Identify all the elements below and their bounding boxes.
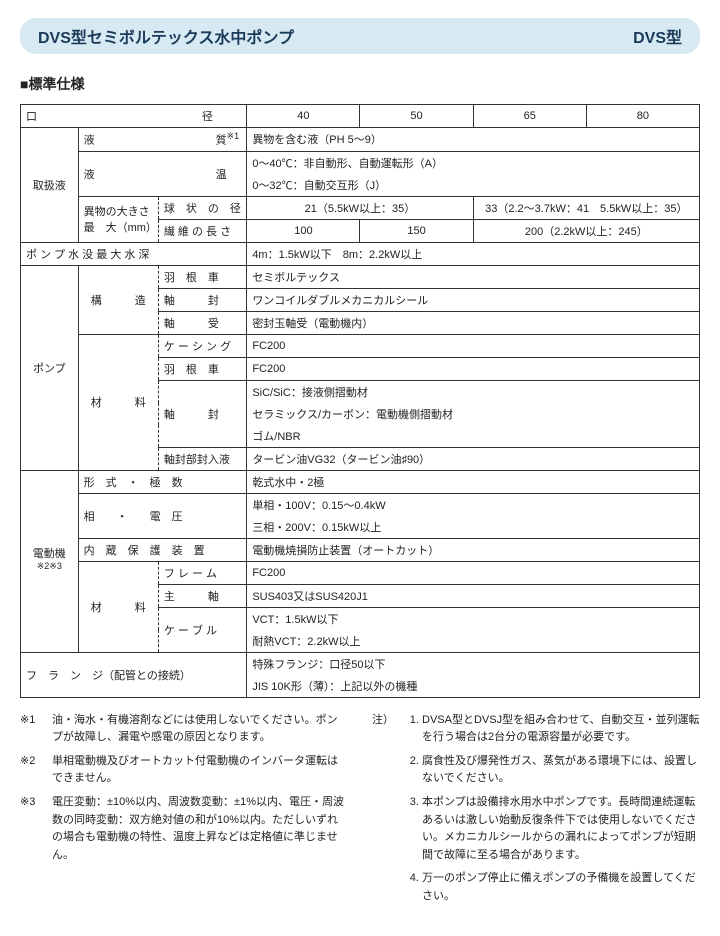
pump-casing-label: ケ ー シ ン グ (158, 334, 246, 357)
title-bar: DVS型セミボルテックス水中ポンプ DVS型 (20, 18, 700, 54)
liquid-temp-value-1: 0～40℃：非自動形、自動運転形（A） (247, 151, 700, 174)
fiber-label: 繊 維 の 長 さ (158, 219, 246, 242)
footnote-3: ※3 電圧変動：±10%以内、周波数変動：±1%以内、電圧・周波数の同時変動：双… (20, 794, 348, 864)
fiber-50: 150 (360, 219, 473, 242)
table-row: 相 ・ 電 圧 単相・100V：0.15～0.4kW (21, 493, 700, 516)
liquid-quality-label: 液 質※1 (78, 128, 247, 152)
motor-type-value: 乾式水中・2極 (247, 470, 700, 493)
spec-table: 口 径 40 50 65 80 取扱液 液 質※1 異物を含む液（PH 5～9）… (20, 104, 700, 698)
fiber-40: 100 (247, 219, 360, 242)
pump-mat-seal-value-3: ゴム/NBR (247, 425, 700, 448)
note-item-3: 本ポンプは設備排水用水中ポンプです。長時間連続運転あるいは激しい始動反復条件下で… (422, 794, 700, 864)
motor-phase-value-1: 単相・100V：0.15～0.4kW (247, 493, 700, 516)
motor-cable-value-1: VCT：1.5kW以下 (247, 607, 700, 630)
table-row: 電動機※2※3 形 式 ・ 極 数 乾式水中・2極 (21, 470, 700, 493)
table-row: 材 料 フ レ ー ム FC200 (21, 561, 700, 584)
motor-prot-value: 電動機焼損防止装置（オートカット） (247, 538, 700, 561)
depth-value: 4m：1.5kW以下 8m：2.2kW以上 (247, 242, 700, 265)
pump-mat-seal-label: 軸 封 (158, 380, 246, 447)
motor-mat-label: 材 料 (78, 561, 158, 652)
pump-mat-impeller-label: 羽 根 車 (158, 357, 246, 380)
liquid-group: 取扱液 (21, 128, 79, 243)
pump-impeller-value: セミボルテックス (247, 265, 700, 288)
pump-seal-value: ワンコイルダブルメカニカルシール (247, 288, 700, 311)
motor-prot-label: 内 蔵 保 護 装 置 (78, 538, 247, 561)
motor-shaft-label: 主 軸 (158, 584, 246, 607)
diameter-label: 口 径 (21, 105, 247, 128)
sphere-40-50: 21（5.5kW以上：35） (247, 196, 473, 219)
table-row: 材 料 ケ ー シ ン グ FC200 (21, 334, 700, 357)
pump-mat-seal-value-2: セラミックス/カーボン：電動機側摺動材 (247, 403, 700, 425)
dia-50: 50 (360, 105, 473, 128)
pump-casing-value: FC200 (247, 334, 700, 357)
footnotes-right: 注） DVSA型とDVSJ型を組み合わせて、自動交互・並列運転を行う場合は2台分… (372, 712, 700, 918)
depth-label: ポ ン プ 水 没 最 大 水 深 (21, 242, 247, 265)
table-header-row: 口 径 40 50 65 80 (21, 105, 700, 128)
motor-cable-value-2: 耐熱VCT：2.2kW以上 (247, 630, 700, 653)
motor-cable-label: ケ ー ブ ル (158, 607, 246, 652)
footnote-1: ※1 油・海水・有機溶剤などには使用しないでください。ポンプが故障し、漏電や感電… (20, 712, 348, 747)
dia-40: 40 (247, 105, 360, 128)
pump-impeller-label: 羽 根 車 (158, 265, 246, 288)
title-code: DVS型 (633, 24, 682, 48)
motor-shaft-value: SUS403又はSUS420J1 (247, 584, 700, 607)
pump-brg-label: 軸 受 (158, 311, 246, 334)
flange-label: フ ラ ン ジ（配管との接続） (21, 652, 247, 697)
liquid-quality-value: 異物を含む液（PH 5～9） (247, 128, 700, 152)
pump-group: ポンプ (21, 265, 79, 470)
table-row: 液 温 0～40℃：非自動形、自動運転形（A） (21, 151, 700, 174)
section-heading: ■標準仕様 (20, 74, 700, 94)
pump-brg-value: 密封玉軸受（電動機内） (247, 311, 700, 334)
dia-65: 65 (473, 105, 586, 128)
liquid-temp-label: 液 温 (78, 151, 247, 196)
footnote-2: ※2 単相電動機及びオートカット付電動機のインバータ運転はできません。 (20, 753, 348, 788)
liquid-temp-value-2: 0～32℃：自動交互形（J） (247, 174, 700, 197)
motor-frame-value: FC200 (247, 561, 700, 584)
fiber-65-80: 200（2.2kW以上：245） (473, 219, 699, 242)
pump-oil-value: タービン油VG32（タービン油♯90） (247, 447, 700, 470)
table-row: ポ ン プ 水 没 最 大 水 深 4m：1.5kW以下 8m：2.2kW以上 (21, 242, 700, 265)
note-item-4: 万一のポンプ停止に備えポンプの予備機を設置してください。 (422, 870, 700, 905)
pump-mat-seal-value-1: SiC/SiC：接液側摺動材 (247, 380, 700, 403)
note-item-2: 腐食性及び爆発性ガス、蒸気がある環境下には、設置しないでください。 (422, 753, 700, 788)
motor-group: 電動機※2※3 (21, 470, 79, 652)
footnote-right-list: DVSA型とDVSJ型を組み合わせて、自動交互・並列運転を行う場合は2台分の電源… (404, 712, 700, 906)
footnotes-left: ※1 油・海水・有機溶剤などには使用しないでください。ポンプが故障し、漏電や感電… (20, 712, 348, 918)
table-row: フ ラ ン ジ（配管との接続） 特殊フランジ：口径50以下 (21, 652, 700, 675)
pump-mat-label: 材 料 (78, 334, 158, 470)
table-row: 内 蔵 保 護 装 置 電動機焼損防止装置（オートカット） (21, 538, 700, 561)
title-main: DVS型セミボルテックス水中ポンプ (38, 24, 294, 48)
dia-80: 80 (586, 105, 699, 128)
motor-phase-label: 相 ・ 電 圧 (78, 493, 247, 538)
table-row: 異物の大きさ 最 大（mm） 球 状 の 径 21（5.5kW以上：35） 33… (21, 196, 700, 219)
pump-mat-impeller-value: FC200 (247, 357, 700, 380)
flange-value-2: JIS 10K形（薄）：上記以外の機種 (247, 675, 700, 698)
motor-phase-value-2: 三相・200V：0.15kW以上 (247, 516, 700, 539)
note-item-1: DVSA型とDVSJ型を組み合わせて、自動交互・並列運転を行う場合は2台分の電源… (422, 712, 700, 747)
footnote-right: 注） DVSA型とDVSJ型を組み合わせて、自動交互・並列運転を行う場合は2台分… (372, 712, 700, 912)
table-row: 取扱液 液 質※1 異物を含む液（PH 5～9） (21, 128, 700, 152)
footnotes: ※1 油・海水・有機溶剤などには使用しないでください。ポンプが故障し、漏電や感電… (20, 712, 700, 918)
motor-type-label: 形 式 ・ 極 数 (78, 470, 247, 493)
table-row: ポンプ 構 造 羽 根 車 セミボルテックス (21, 265, 700, 288)
pump-oil-label: 軸封部封入液 (158, 447, 246, 470)
motor-frame-label: フ レ ー ム (158, 561, 246, 584)
sphere-65-80: 33（2.2～3.7kW：41 5.5kW以上：35） (473, 196, 699, 219)
sphere-label: 球 状 の 径 (158, 196, 246, 219)
pump-seal-label: 軸 封 (158, 288, 246, 311)
solid-size-label: 異物の大きさ 最 大（mm） (78, 196, 158, 242)
flange-value-1: 特殊フランジ：口径50以下 (247, 652, 700, 675)
pump-struct-label: 構 造 (78, 265, 158, 334)
